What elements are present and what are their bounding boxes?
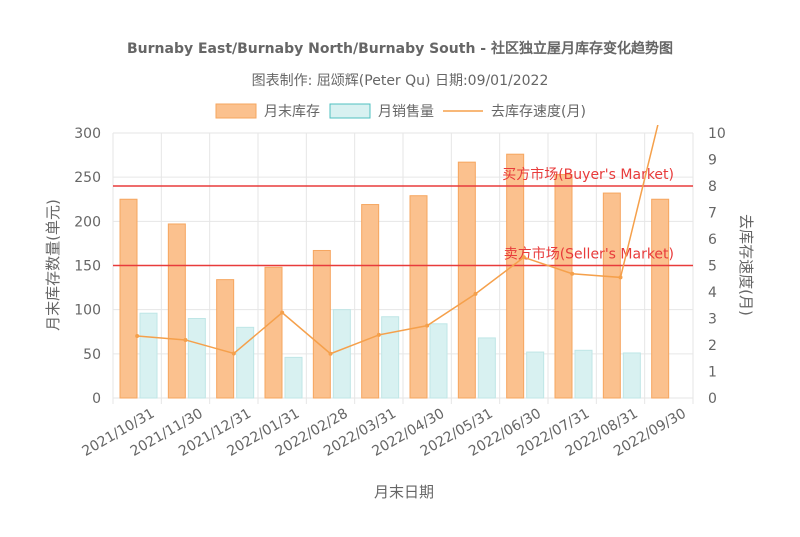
buyers-market-label: 买方市场(Buyer's Market) bbox=[502, 166, 674, 183]
speed-line bbox=[137, 125, 659, 355]
bar-sales[interactable] bbox=[284, 356, 303, 399]
legend-item-speed[interactable]: 去库存速度(月) bbox=[443, 104, 586, 120]
y-right-tick-label: 8 bbox=[708, 179, 717, 195]
legend-item-inventory[interactable]: 月末库存 bbox=[215, 103, 320, 120]
bar-inventory[interactable] bbox=[554, 174, 573, 399]
legend-label-speed: 去库存速度(月) bbox=[491, 104, 586, 120]
bar-sales[interactable] bbox=[574, 349, 593, 399]
chart-title: Burnaby East/Burnaby North/Burnaby South… bbox=[127, 40, 673, 57]
legend-label-sales: 月销售量 bbox=[378, 104, 434, 120]
y-right-tick-label: 7 bbox=[708, 206, 717, 222]
legend-swatch-inventory bbox=[215, 103, 257, 119]
speed-point[interactable] bbox=[618, 275, 623, 280]
y-right-tick-label: 10 bbox=[708, 126, 726, 142]
speed-point[interactable] bbox=[328, 351, 333, 356]
legend: 月末库存 月销售量 去库存速度(月) bbox=[215, 103, 586, 120]
bar-sales[interactable] bbox=[429, 323, 448, 399]
bar-sales[interactable] bbox=[526, 351, 545, 399]
y-left-tick-label: 100 bbox=[74, 303, 101, 319]
bar-sales[interactable] bbox=[187, 318, 206, 399]
speed-point[interactable] bbox=[425, 323, 430, 328]
y-right-tick-label: 4 bbox=[708, 285, 717, 301]
bar-sales[interactable] bbox=[236, 326, 255, 399]
bar-inventory[interactable] bbox=[119, 198, 138, 399]
bar-inventory[interactable] bbox=[312, 249, 331, 399]
bar-inventory[interactable] bbox=[651, 198, 670, 399]
chart-subtitle: 图表制作: 屈颂辉(Peter Qu) 日期:09/01/2022 bbox=[252, 73, 549, 89]
y-left-tick-label: 0 bbox=[92, 391, 101, 407]
speed-point[interactable] bbox=[570, 271, 575, 276]
bar-inventory[interactable] bbox=[216, 279, 235, 399]
speed-point[interactable] bbox=[473, 291, 478, 296]
bar-inventory[interactable] bbox=[264, 266, 283, 399]
y-right-tick-label: 9 bbox=[708, 153, 717, 169]
speed-point[interactable] bbox=[231, 351, 236, 356]
bar-inventory[interactable] bbox=[506, 153, 525, 399]
y-left-tick-label: 200 bbox=[74, 214, 101, 230]
bar-inventory[interactable] bbox=[167, 223, 186, 399]
y-right-tick-label: 1 bbox=[708, 365, 717, 381]
bar-sales[interactable] bbox=[381, 316, 400, 399]
y-right-tick-label: 6 bbox=[708, 232, 717, 248]
bar-inventory[interactable] bbox=[602, 192, 621, 399]
y-right-tick-label: 5 bbox=[708, 259, 717, 275]
bar-inventory[interactable] bbox=[409, 195, 428, 399]
bar-sales[interactable] bbox=[139, 312, 158, 399]
speed-point[interactable] bbox=[280, 310, 285, 315]
speed-point[interactable] bbox=[183, 337, 188, 342]
y-right-tick-label: 2 bbox=[708, 338, 717, 354]
x-axis-label: 月末日期 bbox=[374, 483, 434, 501]
sellers-market-label: 卖方市场(Seller's Market) bbox=[504, 246, 674, 263]
y-axis-right-label: 去库存速度(月) bbox=[737, 214, 755, 316]
bar-inventory[interactable] bbox=[361, 204, 380, 399]
bar-sales[interactable] bbox=[622, 352, 641, 399]
y-left-tick-label: 300 bbox=[74, 126, 101, 142]
legend-swatch-sales bbox=[329, 103, 371, 119]
plot-area: 0 50 100 150 200 250 300 0 1 2 3 4 5 6 7 8 9 10 买方市场(Buyer… bbox=[74, 125, 726, 460]
bar-sales[interactable] bbox=[332, 309, 351, 399]
speed-point[interactable] bbox=[376, 332, 381, 337]
legend-label-inventory: 月末库存 bbox=[264, 104, 320, 120]
y-axis-left-label: 月末库存数量(单元) bbox=[44, 199, 62, 331]
speed-point[interactable] bbox=[521, 255, 526, 260]
y-left-tick-label: 250 bbox=[74, 170, 101, 186]
y-left-tick-label: 50 bbox=[83, 347, 101, 363]
y-right-tick-label: 0 bbox=[708, 391, 717, 407]
bar-sales[interactable] bbox=[477, 337, 496, 399]
bar-inventory[interactable] bbox=[457, 161, 476, 399]
legend-item-sales[interactable]: 月销售量 bbox=[329, 103, 434, 120]
y-right-tick-label: 3 bbox=[708, 312, 717, 328]
y-left-tick-label: 150 bbox=[74, 259, 101, 275]
speed-point[interactable] bbox=[135, 333, 140, 338]
